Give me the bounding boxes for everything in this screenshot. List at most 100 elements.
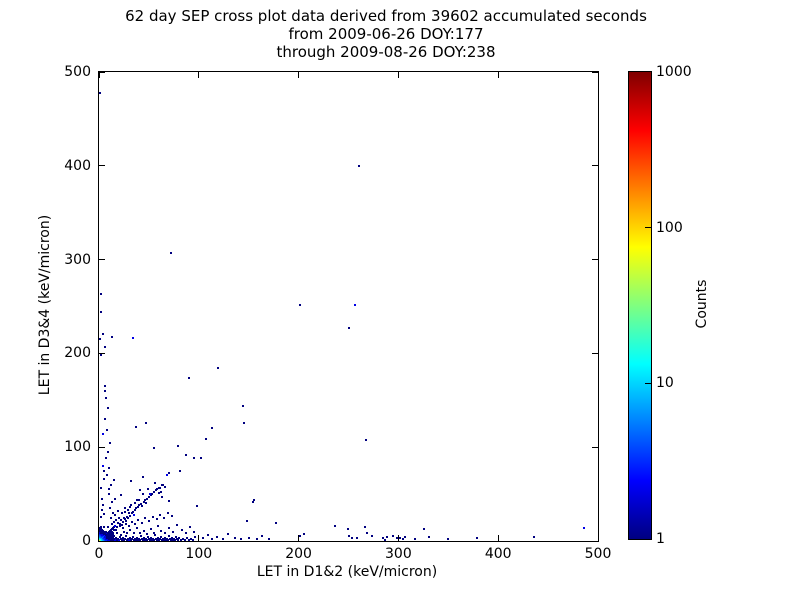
scatter-point [112, 528, 115, 531]
scatter-point [402, 538, 405, 541]
scatter-point [192, 530, 195, 533]
scatter-point [476, 537, 479, 540]
scatter-point [104, 457, 107, 460]
scatter-point [274, 522, 277, 525]
scatter-point [221, 538, 224, 541]
scatter-point [109, 517, 112, 520]
scatter-point [191, 539, 194, 541]
y-axis-right-tick-mark [592, 540, 598, 542]
scatter-point [107, 488, 110, 491]
scatter-point [152, 447, 155, 450]
scatter-point [155, 539, 158, 541]
scatter-point [111, 531, 114, 534]
scatter-point [123, 538, 126, 541]
scatter-point [134, 507, 137, 510]
scatter-point [184, 453, 187, 456]
scatter-point [255, 538, 258, 541]
scatter-point [298, 535, 301, 538]
scatter-point [124, 535, 127, 538]
scatter-point [187, 539, 190, 541]
scatter-point [128, 528, 131, 531]
scatter-point [129, 504, 132, 507]
scatter-point [118, 536, 121, 539]
scatter-point [142, 500, 145, 503]
scatter-point [192, 457, 195, 460]
scatter-point [128, 514, 131, 517]
scatter-point [583, 526, 586, 529]
scatter-point [112, 538, 115, 541]
scatter-point [346, 527, 349, 530]
scatter-point [404, 536, 407, 539]
scatter-point [118, 523, 121, 526]
scatter-point [126, 517, 129, 520]
scatter-point [101, 504, 104, 507]
scatter-point [129, 479, 132, 482]
scatter-point [119, 519, 122, 522]
scatter-point [110, 500, 113, 503]
scatter-point [447, 538, 450, 541]
scatter-point [102, 469, 105, 472]
scatter-point [158, 538, 161, 541]
scatter-point [396, 537, 399, 540]
scatter-point [140, 522, 143, 525]
scatter-point [120, 524, 123, 527]
y-tick-label: 200 [64, 345, 91, 362]
scatter-point [123, 507, 126, 510]
scatter-point [122, 530, 125, 533]
scatter-point [99, 311, 102, 314]
scatter-point [371, 535, 374, 538]
scatter-point [117, 539, 120, 541]
scatter-point [139, 503, 142, 506]
scatter-point [120, 539, 123, 541]
scatter-point [351, 537, 354, 540]
scatter-point [128, 537, 131, 540]
scatter-point [141, 493, 144, 496]
scatter-point [102, 525, 105, 528]
scatter-point [185, 537, 188, 540]
y-axis-tick-mark [99, 446, 105, 448]
scatter-point [151, 515, 154, 518]
scatter-point [136, 506, 139, 509]
scatter-point [152, 539, 155, 541]
scatter-point [113, 497, 116, 500]
scatter-point [156, 537, 159, 540]
x-axis-top-tick-mark [397, 72, 399, 78]
scatter-point [127, 539, 130, 541]
scatter-point [166, 511, 169, 514]
scatter-point [199, 456, 202, 459]
scatter-point [165, 474, 168, 477]
scatter-point [99, 91, 101, 94]
scatter-point [241, 404, 244, 407]
scatter-point [193, 536, 196, 539]
scatter-point [140, 505, 143, 508]
scatter-point [174, 536, 177, 539]
scatter-point [145, 497, 148, 500]
scatter-point [108, 441, 111, 444]
scatter-point [170, 537, 173, 540]
scatter-point [298, 303, 301, 306]
scatter-point [156, 524, 159, 527]
scatter-point [233, 537, 236, 540]
x-axis-label: LET in D1&2 (keV/micron) [256, 564, 438, 580]
scatter-point [216, 367, 219, 370]
scatter-point [170, 514, 173, 517]
scatter-point [101, 529, 104, 532]
scatter-point [105, 429, 108, 432]
scatter-point [109, 483, 112, 486]
scatter-point [114, 537, 117, 540]
scatter-point [251, 500, 254, 503]
scatter-point [103, 345, 106, 348]
x-tick-label: 300 [385, 546, 412, 562]
scatter-point [136, 519, 139, 522]
scatter-point [127, 511, 130, 514]
scatter-point [103, 389, 106, 392]
y-axis-tick-mark [99, 540, 105, 542]
scatter-point [267, 538, 270, 541]
y-tick-label: 0 [82, 533, 91, 549]
scatter-point [110, 336, 113, 339]
scatter-point [423, 527, 426, 530]
scatter-point [114, 528, 117, 531]
scatter-point [116, 509, 119, 512]
scatter-point [183, 539, 186, 541]
scatter-point [133, 509, 136, 512]
